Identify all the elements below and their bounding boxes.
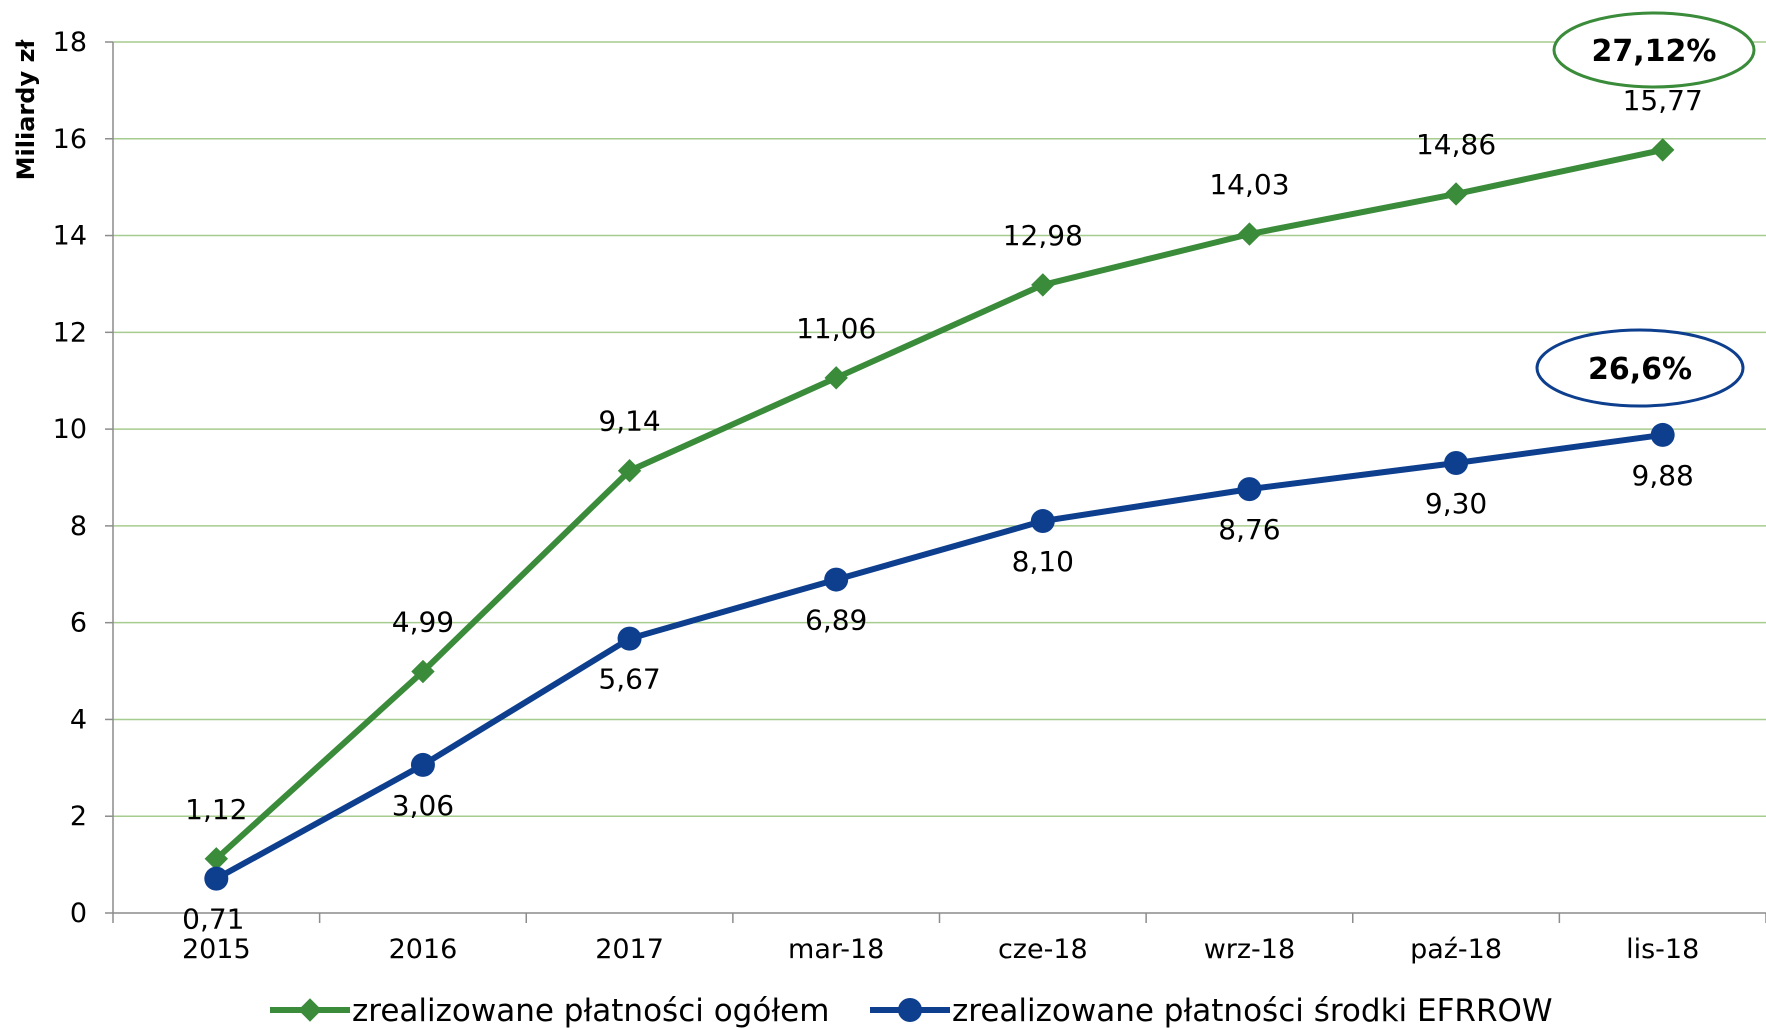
y-tick-label: 18 (53, 27, 87, 58)
y-tick-label: 8 (70, 511, 87, 542)
y-axis-title: Miliardy zł (12, 39, 40, 181)
x-tick-label: cze-18 (998, 934, 1088, 965)
data-point (298, 998, 322, 1022)
data-point (617, 459, 642, 483)
x-tick-label: wrz-18 (1204, 934, 1295, 965)
data-label: 9,88 (1632, 459, 1694, 492)
x-tick-label: mar-18 (788, 934, 884, 965)
data-label: 9,30 (1425, 487, 1487, 520)
series-line-efrrow (214, 431, 1664, 882)
x-tick-label: 2015 (182, 934, 251, 965)
data-point (824, 567, 849, 592)
data-point (824, 366, 848, 390)
gridlines (113, 41, 1766, 817)
data-labels: 1,12 4,99 9,14 11,06 12,98 14,03 14,86 15,77 0,7… (182, 84, 1703, 936)
x-tick-label: paź-18 (1410, 934, 1502, 965)
y-tick-label: 6 (70, 608, 87, 639)
data-point (1030, 509, 1055, 534)
legend-label: zrealizowane płatności ogółem (352, 993, 829, 1028)
callout-text: 26,6% (1588, 352, 1692, 387)
data-point (1444, 182, 1468, 206)
callout-text: 27,12% (1592, 34, 1717, 69)
data-label: 14,86 (1416, 128, 1496, 161)
data-label: 14,03 (1209, 168, 1289, 201)
callout-ellipse (1552, 11, 1756, 89)
data-point (411, 659, 435, 684)
data-point (898, 998, 922, 1022)
data-label: 12,98 (1003, 219, 1083, 252)
data-label: 8,10 (1012, 545, 1074, 578)
data-label: 11,06 (796, 312, 876, 345)
legend-item: zrealizowane płatności ogółem (270, 993, 829, 1028)
data-point (1237, 222, 1262, 246)
data-point (1444, 450, 1469, 475)
y-tick-label: 14 (53, 221, 87, 252)
y-tick-label: 0 (70, 898, 87, 929)
x-tick-label: lis-18 (1626, 934, 1699, 965)
data-point (1031, 273, 1055, 297)
data-label: 15,77 (1623, 84, 1703, 117)
data-point (1650, 138, 1675, 162)
data-label: 6,89 (805, 604, 867, 637)
series-layer (204, 138, 1675, 891)
series-line-total (214, 146, 1664, 862)
legend-label: zrealizowane płatności środki EFRROW (952, 993, 1553, 1028)
data-label: 4,99 (392, 606, 454, 639)
x-tick-label: 2016 (389, 934, 458, 965)
data-label: 3,06 (392, 789, 454, 822)
x-tick-label: 2017 (595, 934, 664, 965)
y-tick-label: 10 (53, 414, 87, 445)
legend: zrealizowane płatności ogółem zrealizowan… (270, 993, 1553, 1028)
y-tick-label: 4 (70, 704, 87, 735)
data-point (204, 866, 229, 891)
data-point (617, 626, 642, 651)
callouts: 27,12% 26,6% (1535, 11, 1756, 408)
axes: 0 2 4 6 8 10 12 14 16 18 2015 2016 2017 mar-18 cze-18 w… (53, 27, 1766, 965)
callout-ellipse (1535, 328, 1745, 408)
data-label: 0,71 (182, 903, 244, 936)
data-point (1650, 422, 1675, 447)
data-label: 5,67 (598, 663, 660, 696)
legend-item: zrealizowane płatności środki EFRROW (870, 993, 1553, 1028)
y-tick-label: 16 (53, 124, 87, 155)
data-label: 1,12 (185, 793, 247, 826)
data-label: 9,14 (598, 405, 660, 438)
y-tick-label: 2 (70, 801, 87, 832)
data-label: 8,76 (1218, 513, 1280, 546)
data-point (1237, 477, 1262, 502)
data-point (410, 752, 435, 777)
y-tick-label: 12 (53, 317, 87, 348)
